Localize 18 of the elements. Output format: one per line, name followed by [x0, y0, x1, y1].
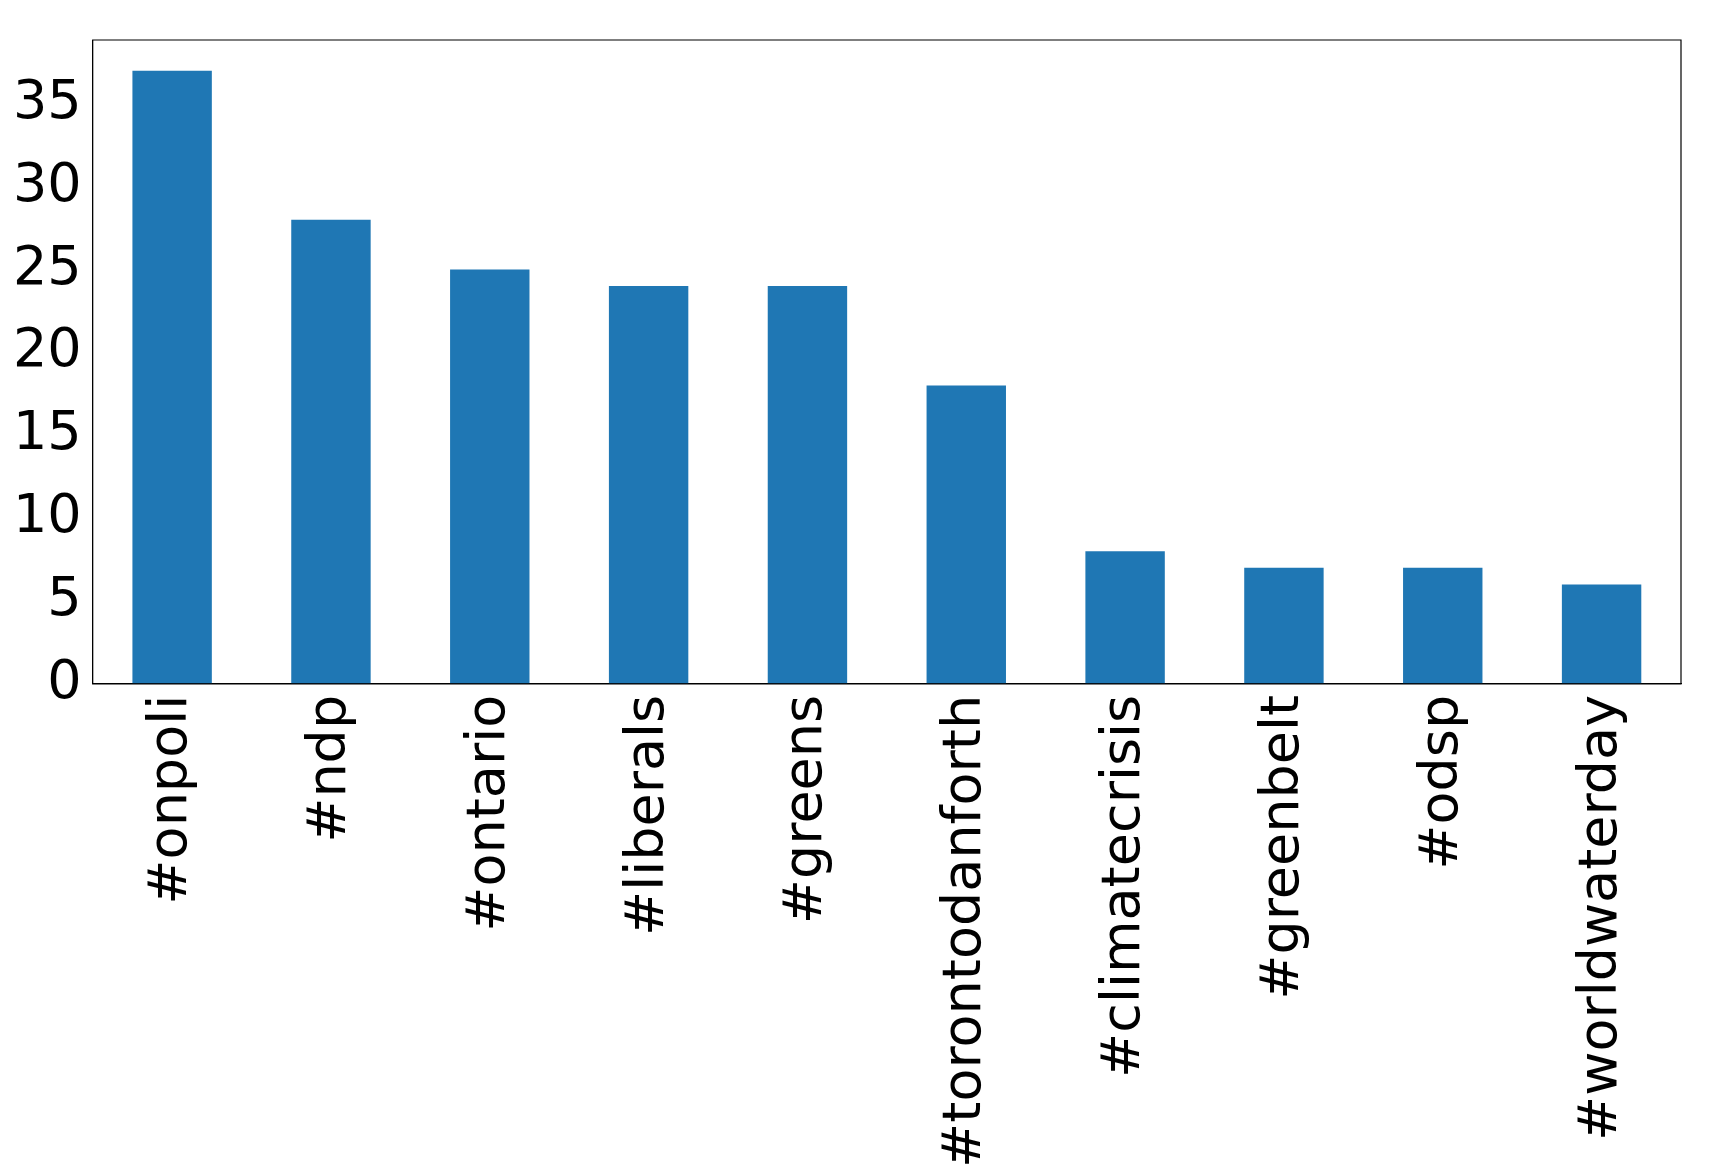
y-tick-label: 20: [12, 316, 82, 380]
x-tick-label: #odsp: [1406, 694, 1470, 870]
x-tick-label: #onpoli: [136, 694, 200, 905]
x-tick-label: #liberals: [612, 694, 676, 936]
x-tick-label: #climatecrisis: [1089, 694, 1153, 1079]
y-tick-label: 15: [12, 399, 82, 463]
y-tick-label: 10: [12, 482, 82, 546]
x-tick-label: #greens: [771, 694, 835, 925]
x-tick-label: #ndp: [294, 694, 358, 843]
y-tick-label: 0: [47, 647, 82, 711]
y-tick-label: 5: [47, 564, 82, 628]
y-tick-label: 25: [12, 233, 82, 297]
x-tick-label: #ontario: [453, 694, 517, 932]
y-tick-label: 35: [12, 67, 82, 131]
x-tick-label: #worldwaterday: [1565, 694, 1629, 1141]
x-tick-label: #greenbelt: [1247, 694, 1311, 1000]
x-tick-label: #torontodanforth: [930, 694, 994, 1168]
y-tick-label: 30: [12, 150, 82, 214]
